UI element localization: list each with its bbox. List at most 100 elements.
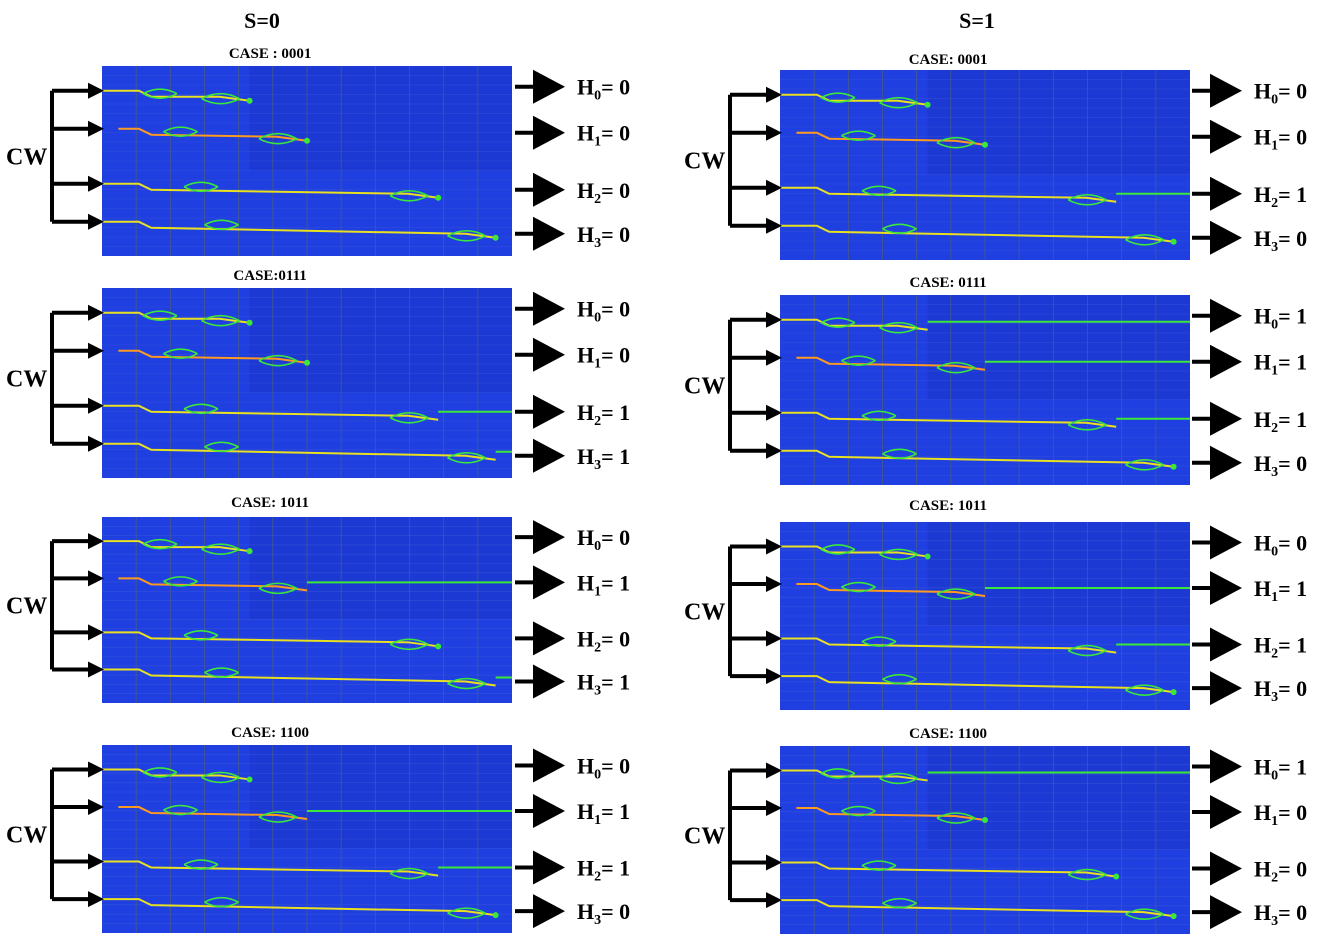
output-label: H0= 0: [1254, 79, 1307, 108]
output-label: H0= 0: [577, 753, 630, 782]
output-label: H3= 0: [1254, 900, 1307, 929]
arrow-head-icon: [88, 397, 104, 414]
output-arrow-icon: [1210, 671, 1242, 706]
waveguide: [102, 860, 439, 877]
arrow-head-icon: [88, 120, 104, 137]
output-label: H1= 1: [577, 799, 630, 828]
waveguide: [102, 898, 496, 917]
output-arrow-icon: [1210, 627, 1242, 662]
output-label: H3= 1: [577, 670, 630, 699]
output-arrow-icon: [1210, 895, 1242, 930]
case-panel: CASE: 1011 CW H0= 0 H1= 1 H2= 1 H3= 0: [684, 498, 1307, 710]
arrow-head-icon: [766, 311, 782, 328]
arrow-head-icon: [766, 179, 782, 196]
waveguide: [780, 675, 1174, 694]
output-label: H2= 0: [577, 178, 630, 207]
output-arrow-icon: [1210, 119, 1242, 154]
output-label: H0= 1: [1254, 754, 1307, 783]
output-label: H1= 0: [1254, 125, 1307, 154]
cw-label: CW: [6, 366, 47, 392]
waveguide: [102, 182, 439, 199]
output-arrow-icon: [533, 172, 565, 207]
output-label: H2= 1: [1254, 182, 1307, 211]
case-panel: CASE : 0001 CW H0= 0 H1= 0 H2= 0 H3= 0: [6, 46, 630, 256]
arrow-head-icon: [88, 435, 104, 452]
waveguide: [780, 411, 1117, 428]
arrow-head-icon: [766, 668, 782, 685]
case-panel: CASE:0111 CW H0= 0 H1= 0 H2= 1 H3= 1: [6, 268, 630, 478]
output-arrow-icon: [533, 621, 565, 656]
output-label: H0= 0: [1254, 530, 1307, 559]
case-label: CASE: 1100: [909, 726, 987, 742]
output-arrow-icon: [1210, 298, 1242, 333]
output-arrow-icon: [533, 850, 565, 885]
cw-label: CW: [684, 373, 725, 399]
case-label: CASE: 1011: [231, 495, 309, 511]
output-arrow-icon: [1210, 851, 1242, 886]
arrow-head-icon: [88, 891, 104, 908]
case-panel: CASE: 1100 CW H0= 0 H1= 1 H2= 1 H3= 0: [6, 725, 630, 933]
waveguide: [780, 637, 1117, 654]
arrow-head-icon: [88, 342, 104, 359]
waveguide: [102, 631, 439, 648]
waveguide: [796, 807, 986, 822]
arrow-head-icon: [88, 533, 104, 550]
arrow-head-icon: [88, 213, 104, 230]
output-label: H3= 0: [1254, 451, 1307, 480]
arrow-head-icon: [88, 853, 104, 870]
cw-label: CW: [684, 823, 725, 849]
output-arrow-icon: [533, 115, 565, 150]
arrow-head-icon: [766, 442, 782, 459]
case-label: CASE:0111: [233, 268, 306, 284]
waveguide: [102, 442, 496, 461]
waveguide: [118, 349, 308, 364]
output-arrow-icon: [533, 394, 565, 429]
cw-label: CW: [6, 593, 47, 619]
case-label: CASE: 1011: [909, 498, 987, 514]
cw-label: CW: [684, 599, 725, 625]
output-label: H3= 0: [577, 222, 630, 251]
waveguide: [796, 356, 986, 371]
output-label: H3= 1: [577, 444, 630, 473]
arrow-head-icon: [766, 349, 782, 366]
waveguide: [796, 583, 986, 598]
arrow-head-icon: [766, 538, 782, 555]
output-label: H1= 0: [1254, 800, 1307, 829]
output-label: H2= 1: [577, 400, 630, 429]
arrow-head-icon: [766, 630, 782, 647]
cw-label: CW: [684, 148, 725, 174]
output-label: H3= 0: [1254, 676, 1307, 705]
output-label: H1= 1: [1254, 350, 1307, 379]
arrow-head-icon: [766, 86, 782, 103]
arrow-head-icon: [88, 799, 104, 816]
arrow-head-icon: [88, 570, 104, 587]
output-arrow-icon: [1210, 571, 1242, 606]
waveguide: [102, 668, 496, 687]
output-arrow-icon: [533, 894, 565, 929]
output-arrow-icon: [533, 520, 565, 555]
waveguide: [102, 404, 439, 421]
output-arrow-icon: [533, 748, 565, 783]
output-label: H0= 0: [577, 297, 630, 326]
output-label: H1= 0: [577, 343, 630, 372]
output-arrow-icon: [533, 337, 565, 372]
arrow-head-icon: [88, 624, 104, 641]
output-arrow-icon: [1210, 73, 1242, 108]
column-title: S=0: [244, 8, 280, 33]
waveguide: [118, 127, 308, 142]
arrow-head-icon: [88, 661, 104, 678]
output-label: H0= 1: [1254, 304, 1307, 333]
waveguide: [796, 131, 986, 146]
output-arrow-icon: [1210, 525, 1242, 560]
output-arrow-icon: [533, 291, 565, 326]
arrow-head-icon: [88, 304, 104, 321]
output-arrow-icon: [1210, 749, 1242, 784]
output-arrow-icon: [533, 216, 565, 251]
arrow-head-icon: [88, 761, 104, 778]
output-arrow-icon: [533, 69, 565, 104]
column-title: S=1: [959, 8, 995, 33]
output-label: H0= 0: [577, 75, 630, 104]
arrow-head-icon: [766, 124, 782, 141]
